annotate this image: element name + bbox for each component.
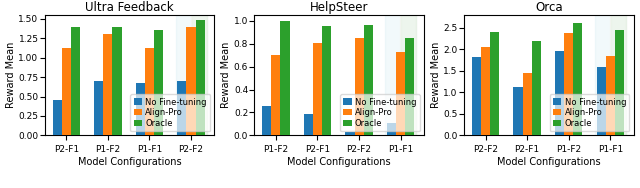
Bar	[271, 55, 280, 135]
Legend: No Fine-tuning, Align-Pro, Oracle: No Fine-tuning, Align-Pro, Oracle	[131, 94, 210, 131]
Bar	[94, 81, 103, 135]
Title: Orca: Orca	[535, 1, 563, 14]
Bar	[103, 34, 113, 135]
Bar	[490, 32, 499, 135]
Bar	[145, 48, 154, 135]
Bar	[532, 41, 541, 135]
Bar	[71, 27, 80, 135]
Legend: No Fine-tuning, Align-Pro, Oracle: No Fine-tuning, Align-Pro, Oracle	[340, 94, 420, 131]
Bar	[481, 47, 490, 135]
Bar	[610, 15, 626, 135]
Bar	[355, 38, 364, 135]
Bar	[387, 123, 396, 135]
Bar	[400, 15, 416, 135]
Bar	[385, 15, 416, 135]
Bar	[595, 15, 626, 135]
Bar	[522, 74, 532, 135]
Bar	[136, 83, 145, 135]
Bar	[611, 15, 626, 135]
X-axis label: Model Configurations: Model Configurations	[287, 157, 391, 167]
Legend: No Fine-tuning, Align-Pro, Oracle: No Fine-tuning, Align-Pro, Oracle	[550, 94, 629, 131]
Bar	[61, 48, 71, 135]
Y-axis label: Reward Mean: Reward Mean	[221, 42, 231, 108]
Bar	[346, 132, 355, 135]
X-axis label: Model Configurations: Model Configurations	[77, 157, 181, 167]
Bar	[175, 15, 207, 135]
Bar	[313, 42, 322, 135]
Bar	[573, 23, 582, 135]
Bar	[615, 30, 624, 135]
Bar	[186, 27, 196, 135]
Bar	[472, 57, 481, 135]
Bar	[191, 15, 207, 135]
Y-axis label: Reward Mean: Reward Mean	[431, 42, 441, 108]
Title: Ultra Feedback: Ultra Feedback	[85, 1, 174, 14]
Bar	[405, 38, 415, 135]
Bar	[177, 81, 186, 135]
Bar	[605, 56, 615, 135]
X-axis label: Model Configurations: Model Configurations	[497, 157, 601, 167]
Bar	[154, 30, 163, 135]
Bar	[280, 21, 290, 135]
Bar	[555, 51, 564, 135]
Bar	[196, 20, 205, 135]
Bar	[396, 52, 405, 135]
Bar	[401, 15, 416, 135]
Bar	[322, 27, 332, 135]
Bar	[513, 87, 522, 135]
Bar	[113, 27, 122, 135]
Title: HelpSteer: HelpSteer	[310, 1, 369, 14]
Bar	[364, 25, 373, 135]
Bar	[191, 15, 207, 135]
Y-axis label: Reward Mean: Reward Mean	[6, 42, 15, 108]
Bar	[564, 33, 573, 135]
Bar	[262, 106, 271, 135]
Bar	[304, 114, 313, 135]
Bar	[52, 100, 61, 135]
Bar	[596, 67, 605, 135]
